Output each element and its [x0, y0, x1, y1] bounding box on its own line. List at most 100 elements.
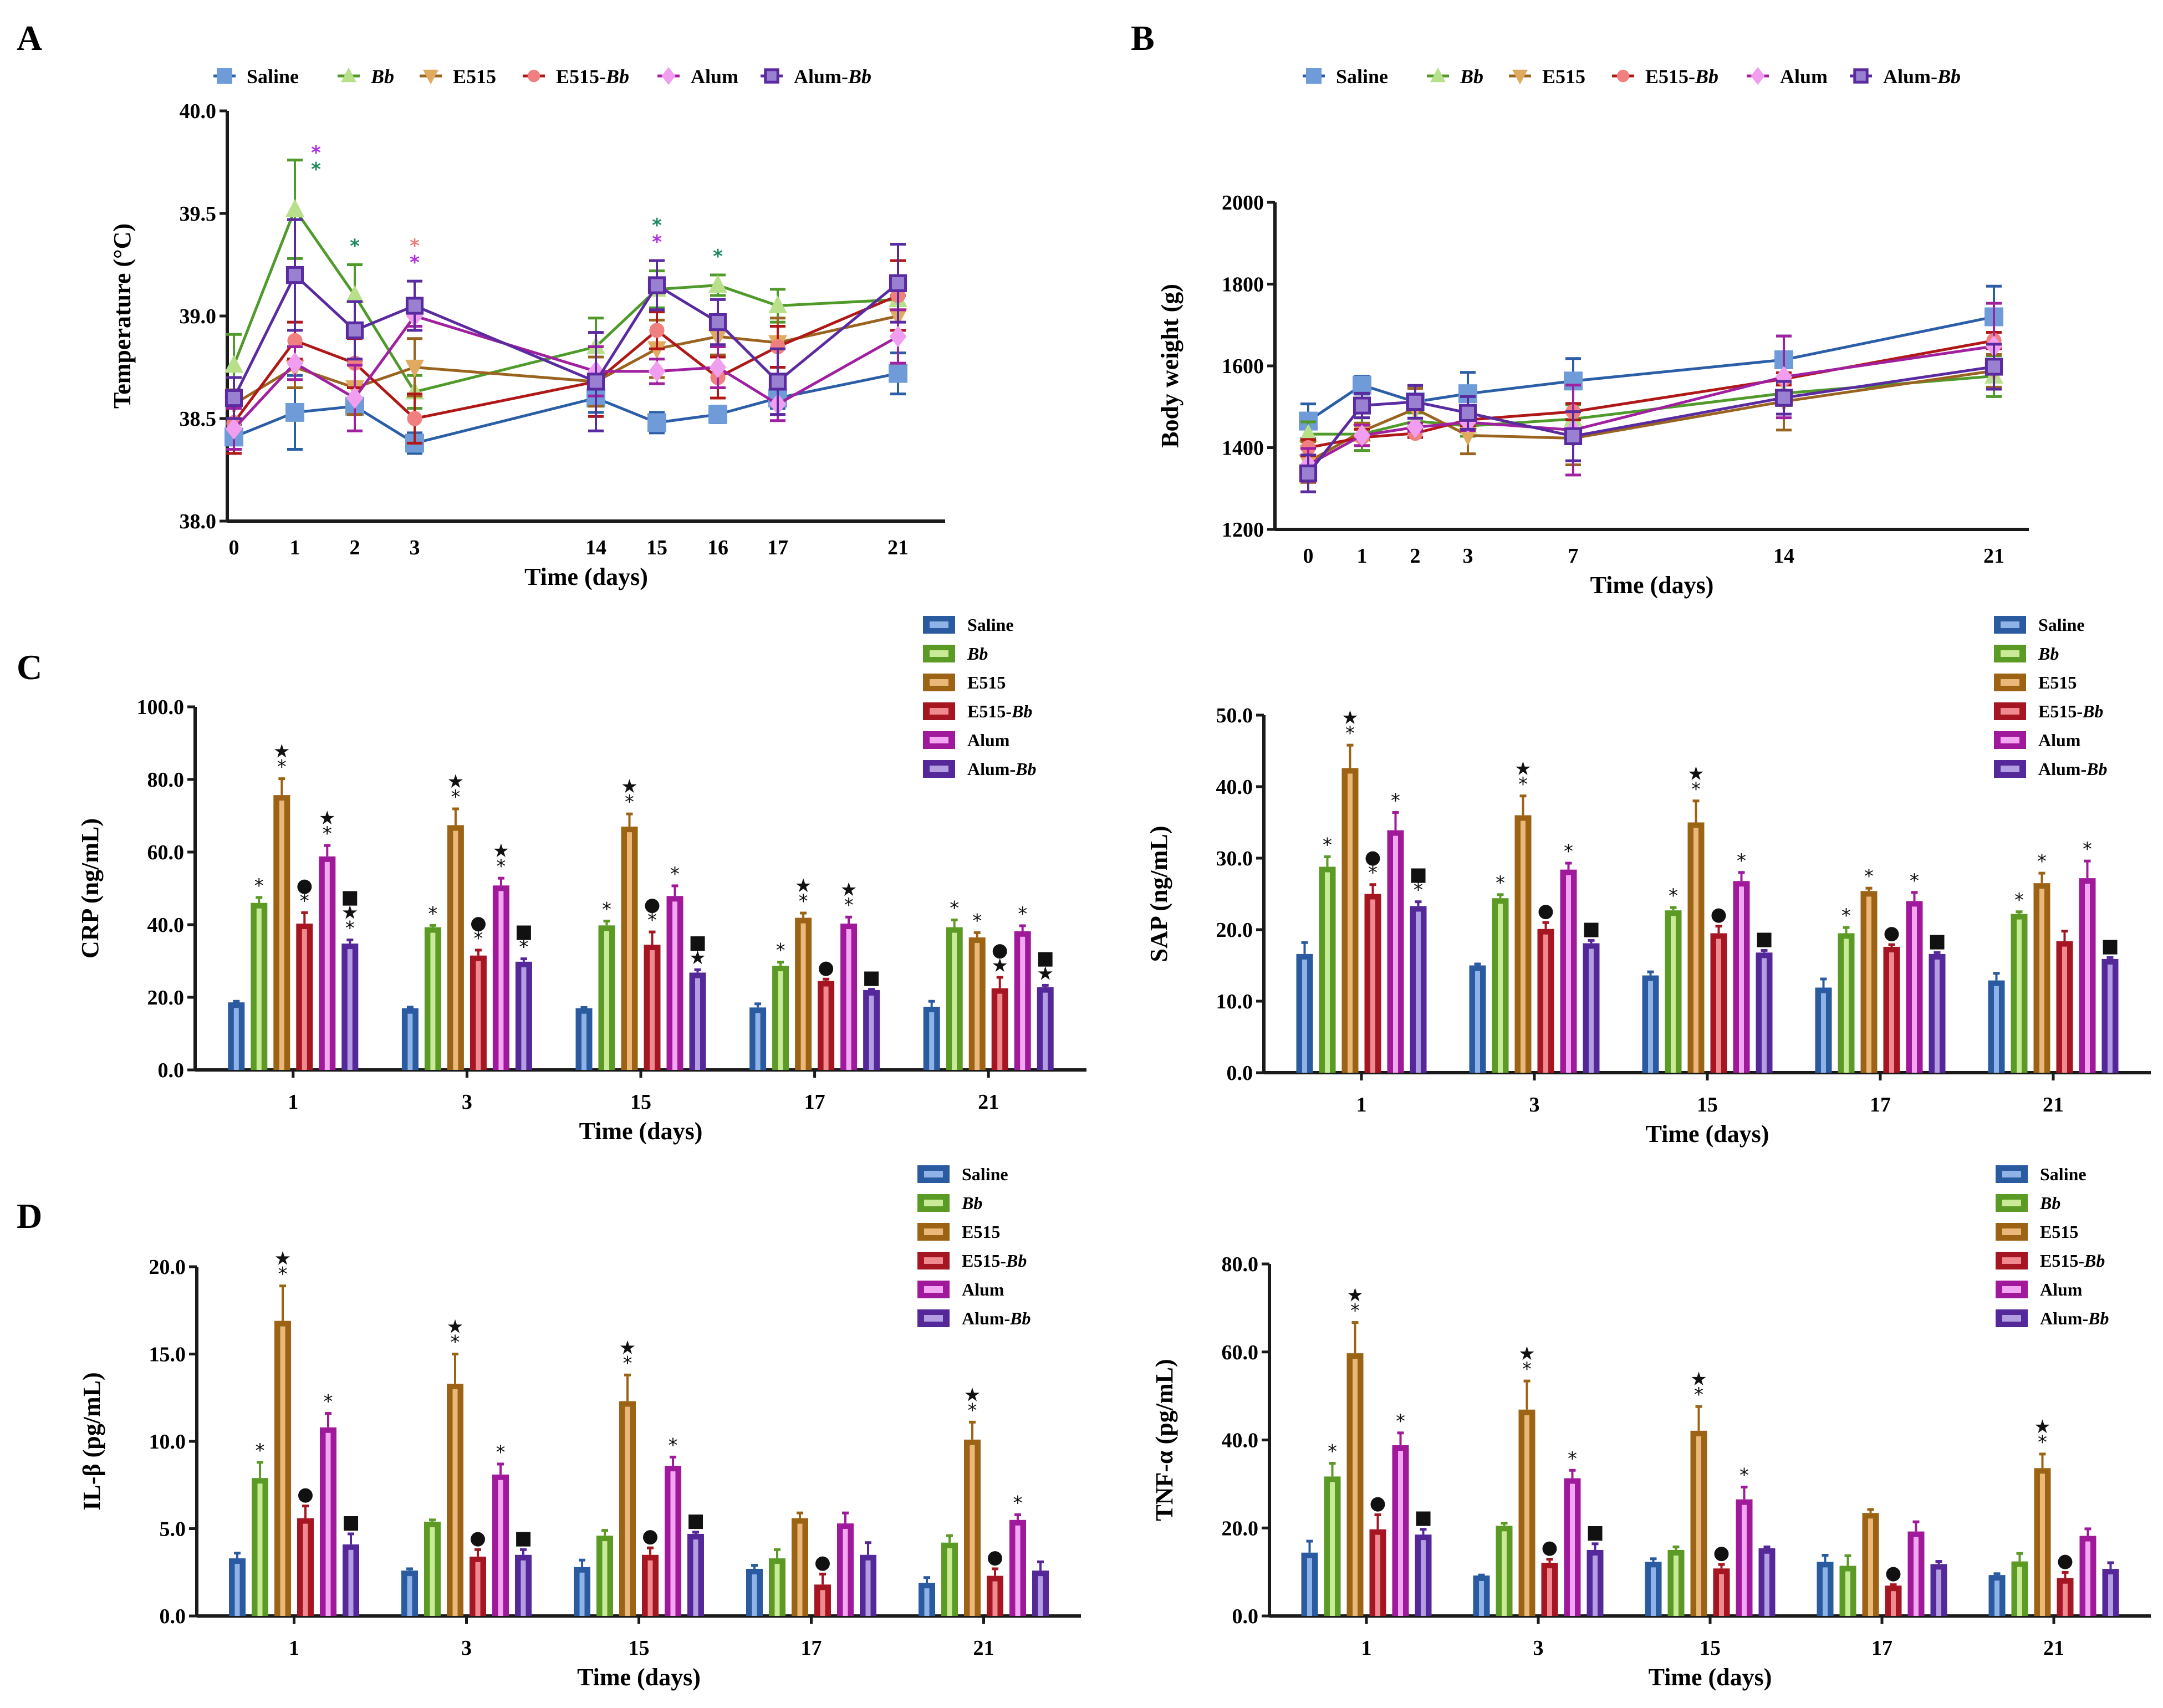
legend-label-alum: Alum	[1780, 65, 1828, 88]
x-tick-label: 17	[767, 536, 788, 559]
bar-e515-day-17: *	[1860, 865, 1878, 1073]
x-tick-label: 3	[1533, 1636, 1544, 1660]
data-point	[405, 359, 424, 378]
bar-bb-day-3	[1496, 1522, 1513, 1616]
y-axis-title: Temperature (°C)	[109, 223, 136, 409]
bar-saline-day-15	[574, 1558, 590, 1616]
significance-mark: *	[451, 1332, 460, 1354]
significance-mark: ■	[1414, 1507, 1432, 1529]
significance-mark: *	[410, 235, 420, 257]
bar-saline-day-3	[1473, 1573, 1490, 1616]
significance-mark: *	[1737, 850, 1746, 872]
legend-label-e515-bb: E515-Bb	[2038, 701, 2103, 721]
bar-highlight	[581, 1013, 586, 1070]
data-point	[1406, 416, 1424, 439]
bar-highlight	[1398, 1451, 1403, 1616]
bar-highlight	[280, 1326, 285, 1616]
bar-highlight	[2063, 1583, 2068, 1616]
y-tick-label: 0.0	[1232, 1605, 1259, 1628]
legend-label-bb: Bb	[2039, 1193, 2060, 1213]
bar-highlight	[627, 832, 632, 1070]
bar-highlight	[579, 1572, 585, 1616]
x-tick-label: 21	[2043, 1093, 2064, 1116]
series-line	[232, 294, 899, 424]
x-tick-label: 3	[461, 1636, 472, 1660]
significance-mark: ■	[687, 1510, 705, 1532]
bar-highlight	[1330, 1482, 1335, 1616]
bar-highlight	[1370, 899, 1375, 1073]
significance-mark: *	[669, 1434, 678, 1456]
bar-saline-day-21	[919, 1576, 935, 1616]
legend-label-alum: Alum	[2038, 730, 2081, 750]
significance-mark: ■	[1928, 930, 1946, 952]
bar-highlight	[1821, 993, 1826, 1073]
data-point	[286, 352, 304, 374]
bar-alum-day-21: *	[1014, 903, 1031, 1070]
legend-item: Saline	[1996, 1164, 2087, 1184]
data-point	[647, 413, 666, 432]
y-tick-label: 39.0	[180, 305, 217, 328]
bar-highlight	[1651, 1567, 1656, 1616]
significance-mark: *	[1414, 879, 1423, 901]
bar-highlight	[1912, 906, 1917, 1073]
significance-mark: ●	[297, 1483, 314, 1506]
bar-e515-bb-day-3: ●	[470, 1527, 486, 1616]
bar-e515-day-17	[792, 1511, 808, 1616]
significance-mark: ■	[341, 886, 359, 909]
bar-highlight	[430, 932, 436, 1070]
x-tick-label: 17	[1870, 1093, 1891, 1116]
data-point	[285, 198, 304, 217]
bar-saline-day-17	[1817, 1553, 1834, 1616]
panel-c-crp-chart: 0.020.040.060.080.0100.01**★*●*★*★■3**★*…	[76, 615, 1086, 1145]
bar-highlight	[407, 1576, 412, 1616]
y-tick-label: 38.0	[180, 510, 217, 533]
bar-highlight	[865, 1560, 871, 1616]
bar-e515-day-17	[1862, 1508, 1879, 1616]
bar-highlight	[2017, 919, 2022, 1073]
bar-highlight	[1020, 936, 1026, 1070]
legend-item: Saline	[213, 65, 299, 88]
bar-highlight	[670, 1471, 676, 1616]
bar-alum-bb-day-1: ■	[342, 1511, 360, 1616]
bar-alum-bb-day-15: ■	[1755, 927, 1773, 1073]
bar-highlight	[1696, 1436, 1701, 1616]
x-tick-label: 17	[804, 1090, 825, 1114]
bar-highlight	[498, 891, 504, 1070]
bar-saline-day-3	[1469, 962, 1486, 1073]
bar-highlight	[693, 1539, 698, 1616]
bar-saline-day-17	[749, 1002, 767, 1070]
bar-alum-bb-day-17: ■	[863, 967, 880, 1070]
x-tick-label: 3	[410, 536, 420, 559]
significance-mark: *	[1013, 1492, 1023, 1514]
significance-mark: *	[496, 1441, 506, 1464]
bar-alum-day-15: *	[666, 863, 683, 1070]
bar-highlight	[2108, 964, 2113, 1073]
significance-mark: ★	[493, 840, 509, 862]
x-axis-title: Time (days)	[1649, 1664, 1772, 1691]
y-tick-label: 20.0	[1222, 1517, 1259, 1540]
legend-item: E515	[1996, 1222, 2078, 1242]
significance-mark: ●	[2057, 1549, 2074, 1572]
series-e515-bb	[226, 259, 906, 455]
significance-mark: *	[950, 897, 959, 919]
bar-bb-day-3: *	[1492, 872, 1509, 1073]
x-tick-label: 14	[585, 536, 606, 559]
bar-e515-bb-day-21: ★●	[991, 939, 1008, 1070]
bar-highlight	[602, 1541, 608, 1616]
legend-item: E515	[923, 672, 1006, 692]
significance-mark: *	[652, 215, 662, 237]
x-tick-label: 3	[1463, 544, 1473, 568]
significance-mark: *	[278, 1263, 288, 1286]
bar-highlight	[774, 1564, 780, 1616]
legend-marker-icon	[1306, 68, 1322, 84]
legend-item: Alum-Bb	[1850, 65, 1961, 88]
series-line	[233, 314, 899, 430]
bar-alum-day-15: *	[1733, 850, 1750, 1073]
significance-mark: *	[2014, 889, 2024, 911]
data-point	[1985, 358, 2003, 376]
legend-swatch-highlight	[2002, 1171, 2021, 1177]
bar-highlight	[672, 901, 677, 1070]
legend-item: E515	[1994, 672, 2077, 692]
y-axis-title: CRP (ng/mL)	[76, 818, 104, 958]
legend-swatch-highlight	[930, 650, 948, 657]
